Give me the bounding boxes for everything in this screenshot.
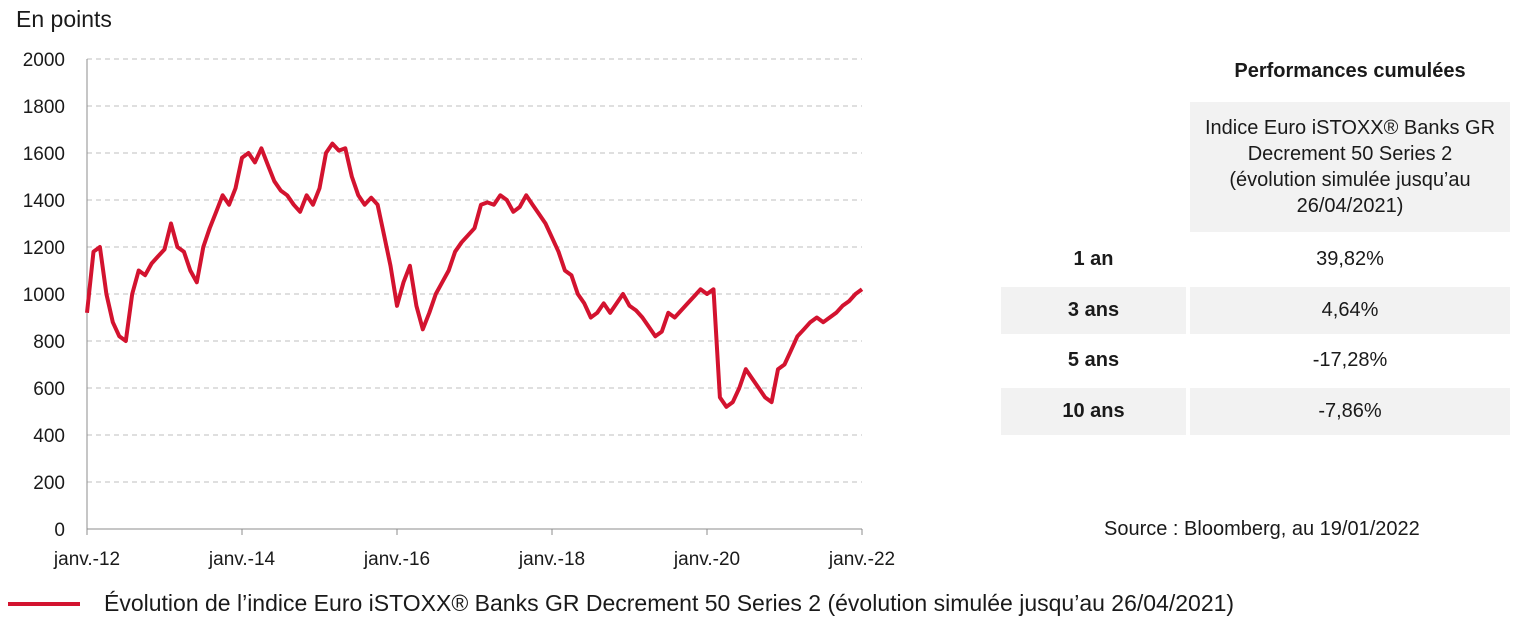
table-row: 10 ans -7,86% bbox=[1001, 387, 1510, 435]
x-tick-label: janv.-20 bbox=[673, 549, 740, 570]
y-axis: 0 200 400 600 800 1000 1200 1400 1600 1800 2000 bbox=[23, 50, 88, 541]
grid bbox=[87, 58, 862, 483]
legend-swatch bbox=[8, 601, 80, 606]
series-group bbox=[85, 141, 864, 409]
y-tick-label: 0 bbox=[54, 520, 65, 541]
y-tick-label: 1600 bbox=[23, 144, 65, 165]
x-tick-label: janv.-16 bbox=[363, 549, 430, 570]
row-label: 1 an bbox=[1073, 248, 1114, 270]
x-axis: janv.-12 janv.-14 janv.-16 janv.-18 janv.-20… bbox=[53, 528, 895, 570]
performance-title: Performances cumulées bbox=[1234, 60, 1466, 82]
y-tick-label: 1200 bbox=[23, 238, 65, 259]
table-row: 1 an 39,82% bbox=[1001, 236, 1510, 283]
row-label: 5 ans bbox=[1067, 349, 1120, 371]
y-tick-label: 400 bbox=[33, 426, 65, 447]
y-unit-label: En points bbox=[16, 6, 112, 32]
legend: Évolution de l’indice Euro iSTOXX® Banks… bbox=[8, 590, 1234, 617]
line-chart: 0 200 400 600 800 1000 1200 1400 1600 1800 2000 ja… bbox=[23, 50, 895, 570]
source-note: Source : Bloomberg, au 19/01/2022 bbox=[1104, 518, 1420, 540]
series-line bbox=[85, 141, 864, 409]
y-tick-label: 1800 bbox=[23, 97, 65, 118]
table-row: 5 ans -17,28% bbox=[1001, 337, 1510, 384]
row-value: 4,64% bbox=[1190, 286, 1510, 334]
row-value: -7,86% bbox=[1190, 387, 1510, 435]
row-label: 10 ans bbox=[1001, 387, 1186, 435]
row-value: 39,82% bbox=[1316, 248, 1384, 270]
x-tick-label: janv.-14 bbox=[208, 549, 276, 570]
y-tick-label: 1400 bbox=[23, 191, 65, 212]
x-tick-label: janv.-12 bbox=[53, 549, 120, 570]
legend-label: Évolution de l’indice Euro iSTOXX® Banks… bbox=[104, 590, 1235, 616]
y-tick-label: 2000 bbox=[23, 50, 65, 71]
performance-column-header: Indice Euro iSTOXX® Banks GR Decrement 5… bbox=[1190, 102, 1510, 232]
y-tick-label: 1000 bbox=[23, 285, 65, 306]
row-label: 3 ans bbox=[1001, 286, 1186, 334]
performance-table: 1 an 39,82% 3 ans 4,64% 5 ans -17,28% 10… bbox=[1001, 236, 1510, 438]
x-tick-label: janv.-18 bbox=[518, 549, 585, 570]
y-tick-label: 800 bbox=[33, 332, 65, 353]
table-row: 3 ans 4,64% bbox=[1001, 286, 1510, 334]
y-tick-label: 600 bbox=[33, 379, 65, 400]
y-tick-label: 200 bbox=[33, 473, 65, 494]
x-tick-label: janv.-22 bbox=[828, 549, 895, 570]
row-value: -17,28% bbox=[1312, 349, 1388, 371]
